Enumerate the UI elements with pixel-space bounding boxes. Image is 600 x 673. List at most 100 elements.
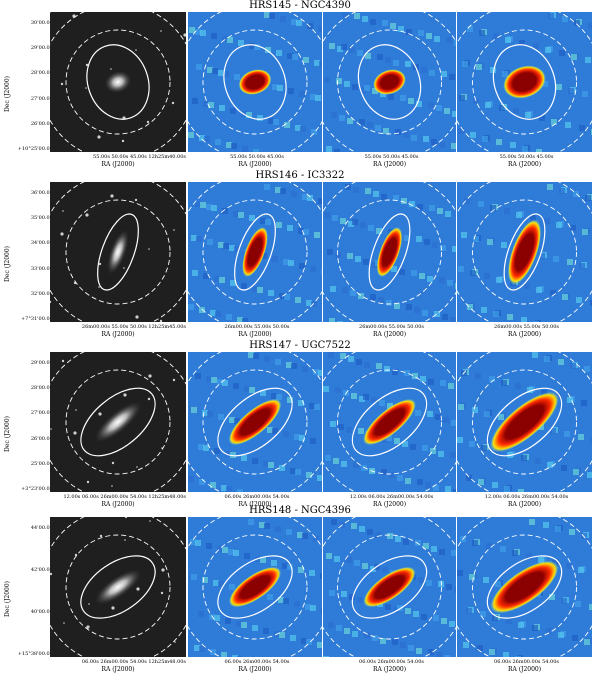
y-axis-label: Dec (J2000) [4, 246, 11, 282]
x-tick-labels: 55.00s 50.00s 45.00s [499, 154, 554, 160]
star-speck [75, 409, 77, 411]
x-tick-labels: 26m00.00s 55.00s 50.00s [494, 324, 559, 330]
x-axis-label: RA (J2000) [238, 331, 272, 338]
row-title: HRS146 - IC3322 [255, 170, 345, 181]
star-speck [97, 135, 101, 139]
inner-annulus [65, 369, 171, 475]
star-speck [111, 461, 115, 465]
row-title: HRS147 - UGC7522 [249, 340, 351, 351]
star-speck [135, 315, 139, 319]
x-axis-label: RA (J2000) [101, 161, 135, 168]
inner-annulus [337, 534, 442, 640]
inner-annulus [202, 199, 308, 305]
emission-map-panel [323, 12, 456, 152]
x-tick-labels: 06.00s 26m00.00s 54.00s [359, 659, 424, 665]
emission-map-panel [188, 517, 322, 657]
star-speck [60, 82, 64, 86]
inner-annulus [472, 29, 577, 135]
x-tick-labels: 12.00s 06.00s 26m00.00s 54.00s 12h25m48.… [63, 494, 186, 500]
galaxy-emission [507, 219, 542, 285]
aperture-ellipse [97, 213, 139, 291]
galaxy-emission [490, 560, 559, 614]
y-tick-label: +3°23'00.0" [20, 486, 52, 492]
inner-annulus [472, 534, 577, 640]
star-speck [147, 397, 151, 401]
star-speck [111, 485, 113, 487]
optical-image-panel [50, 182, 186, 322]
star-speck [86, 480, 90, 484]
aperture-ellipse [234, 213, 276, 291]
x-axis-label: RA (J2000) [238, 161, 272, 168]
aperture-ellipse [86, 44, 150, 120]
star-speck [110, 194, 114, 198]
y-tick-label: +7°31'00.0" [20, 316, 52, 322]
star-speck [124, 517, 128, 519]
y-tick-label: +15°38'00.0" [17, 651, 52, 657]
star-speck [148, 374, 152, 378]
y-axis-label: Dec (J2000) [4, 581, 11, 617]
y-tick-label: 40'00.0" [30, 609, 52, 615]
galaxy-optical [94, 568, 142, 606]
star-speck [136, 466, 138, 468]
star-speck [63, 622, 65, 624]
inner-annulus [337, 29, 442, 135]
inner-annulus [202, 534, 308, 640]
inner-annulus [65, 29, 171, 135]
emission-map-panel [188, 182, 322, 322]
galaxy-emission [228, 566, 282, 608]
inner-annulus [65, 534, 171, 640]
star-speck [183, 33, 186, 37]
x-tick-labels: 06.00s 26m00.00s 54.00s [224, 494, 290, 500]
row-title: HRS145 - NGC4390 [249, 0, 351, 11]
star-speck [124, 539, 126, 541]
emission-map-panel [457, 517, 592, 657]
star-speck [50, 428, 52, 430]
star-speck [146, 120, 150, 124]
galaxy-optical [94, 401, 142, 443]
y-tick-label: 25'00.0" [30, 460, 52, 467]
star-speck [73, 431, 77, 435]
aperture-ellipse [217, 387, 293, 457]
x-tick-labels: 06.00s 26m00.00s 54.00s [494, 659, 559, 665]
optical-image-panel [50, 352, 186, 492]
star-speck [60, 232, 64, 236]
aperture-ellipse [223, 44, 287, 120]
star-speck [50, 300, 52, 304]
y-tick-label: 33'00.0" [30, 265, 52, 272]
star-speck [98, 286, 100, 288]
star-speck [172, 378, 176, 382]
emission-map-panel [323, 352, 456, 492]
x-tick-labels: 12.00s 06.00s 26m00.00s 54.00s [484, 494, 569, 500]
x-axis-label: RA (J2000) [238, 666, 272, 673]
star-speck [50, 572, 53, 576]
aperture-ellipse [492, 44, 557, 120]
aperture-ellipse [368, 213, 411, 291]
star-speck [123, 267, 125, 269]
star-speck [173, 229, 175, 231]
star-speck [136, 587, 140, 591]
x-axis-label: RA (J2000) [101, 666, 135, 673]
star-speck [160, 30, 162, 32]
inner-annulus [337, 199, 442, 305]
y-tick-label: 29'00.0" [30, 45, 52, 52]
star-speck [99, 534, 103, 538]
inner-annulus [337, 369, 442, 475]
inner-annulus [472, 199, 577, 305]
aperture-ellipse [80, 387, 156, 457]
aperture-ellipse [80, 555, 156, 619]
x-axis-label: RA (J2000) [507, 161, 542, 168]
figure-row: HRS145 - NGC4390 Dec (J2000) 30'00.0" 29'00… [0, 0, 600, 168]
y-tick-label: 30'00.0" [30, 20, 52, 26]
star-speck [86, 625, 90, 629]
aperture-ellipse [503, 213, 546, 291]
x-tick-labels: 55.00s 50.00s 45.00s [230, 154, 284, 160]
emission-map-panel [188, 352, 322, 492]
aperture-ellipse [486, 555, 563, 619]
star-speck [111, 606, 115, 610]
x-tick-labels: 26m00.00s 55.00s 50.00s 12h25m45.00s [81, 324, 186, 330]
inner-annulus [65, 199, 171, 305]
x-axis-label: RA (J2000) [507, 501, 542, 508]
y-axis-label: Dec (J2000) [4, 416, 11, 452]
aperture-ellipse [351, 555, 428, 619]
star-speck [85, 63, 89, 67]
